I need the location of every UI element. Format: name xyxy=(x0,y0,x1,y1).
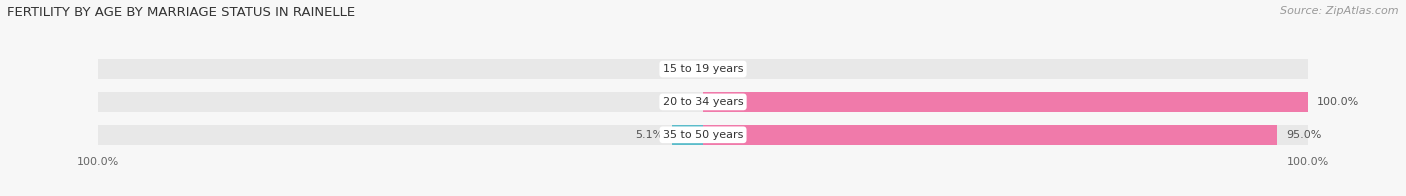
Text: FERTILITY BY AGE BY MARRIAGE STATUS IN RAINELLE: FERTILITY BY AGE BY MARRIAGE STATUS IN R… xyxy=(7,6,356,19)
Bar xyxy=(672,125,703,145)
Text: Source: ZipAtlas.com: Source: ZipAtlas.com xyxy=(1281,6,1399,16)
Text: 35 to 50 years: 35 to 50 years xyxy=(662,130,744,140)
Bar xyxy=(98,92,1308,112)
Text: 95.0%: 95.0% xyxy=(1286,130,1322,140)
Bar xyxy=(703,92,1308,112)
Text: 20 to 34 years: 20 to 34 years xyxy=(662,97,744,107)
Text: 0.0%: 0.0% xyxy=(662,97,690,107)
Text: 100.0%: 100.0% xyxy=(1316,97,1358,107)
Bar xyxy=(98,59,1308,79)
Legend: Married, Unmarried: Married, Unmarried xyxy=(627,194,779,196)
Text: 0.0%: 0.0% xyxy=(716,64,744,74)
Text: 5.1%: 5.1% xyxy=(636,130,664,140)
Bar xyxy=(98,125,1308,145)
Text: 0.0%: 0.0% xyxy=(662,64,690,74)
Bar xyxy=(703,125,1278,145)
Text: 15 to 19 years: 15 to 19 years xyxy=(662,64,744,74)
